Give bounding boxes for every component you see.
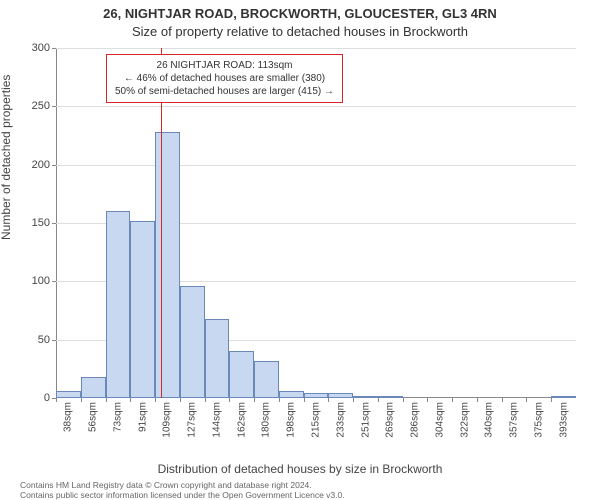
x-tick-mark [551, 398, 552, 402]
x-tick-label: 109sqm [162, 402, 173, 438]
plot-area: 05010015020025030038sqm56sqm73sqm91sqm10… [56, 48, 576, 398]
chart-container: 26, NIGHTJAR ROAD, BROCKWORTH, GLOUCESTE… [0, 0, 600, 500]
x-tick-label: 322sqm [459, 402, 470, 438]
title-subtitle: Size of property relative to detached ho… [0, 24, 600, 39]
bar [205, 319, 230, 398]
grid-line [56, 165, 576, 166]
grid-line [56, 48, 576, 49]
y-tick-label: 0 [44, 392, 50, 404]
bar [106, 211, 131, 398]
x-tick-label: 144sqm [211, 402, 222, 438]
bar [328, 393, 353, 398]
x-tick-mark [403, 398, 404, 402]
y-tick-label: 50 [38, 334, 50, 346]
x-tick-mark [502, 398, 503, 402]
y-tick-mark [52, 106, 56, 107]
footer-line1: Contains HM Land Registry data © Crown c… [20, 480, 580, 490]
annotation-line2: ← 46% of detached houses are smaller (38… [115, 72, 334, 85]
x-tick-mark [130, 398, 131, 402]
y-tick-mark [52, 48, 56, 49]
x-tick-label: 393sqm [558, 402, 569, 438]
x-tick-label: 38sqm [63, 402, 74, 432]
x-tick-label: 73sqm [112, 402, 123, 432]
x-axis-label: Distribution of detached houses by size … [0, 462, 600, 476]
annotation-line3: 50% of semi-detached houses are larger (… [115, 85, 334, 98]
title-address: 26, NIGHTJAR ROAD, BROCKWORTH, GLOUCESTE… [0, 6, 600, 21]
x-tick-mark [205, 398, 206, 402]
x-tick-label: 162sqm [236, 402, 247, 438]
x-tick-label: 127sqm [187, 402, 198, 438]
x-tick-label: 215sqm [311, 402, 322, 438]
x-tick-label: 269sqm [385, 402, 396, 438]
bar [378, 396, 403, 398]
y-tick-label: 150 [32, 217, 50, 229]
footer: Contains HM Land Registry data © Crown c… [20, 480, 580, 500]
bar [130, 221, 155, 398]
x-tick-mark [106, 398, 107, 402]
bar [81, 377, 106, 398]
y-tick-label: 250 [32, 100, 50, 112]
bar [180, 286, 205, 398]
x-tick-mark [180, 398, 181, 402]
x-tick-label: 340sqm [484, 402, 495, 438]
x-tick-label: 286sqm [410, 402, 421, 438]
x-tick-mark [353, 398, 354, 402]
x-tick-mark [427, 398, 428, 402]
x-tick-mark [477, 398, 478, 402]
bar [155, 132, 180, 398]
x-tick-mark [254, 398, 255, 402]
annotation-line1: 26 NIGHTJAR ROAD: 113sqm [115, 59, 334, 72]
bar [56, 391, 81, 398]
x-tick-label: 56sqm [88, 402, 99, 432]
grid-line [56, 106, 576, 107]
x-tick-label: 180sqm [261, 402, 272, 438]
x-tick-mark [304, 398, 305, 402]
x-tick-mark [279, 398, 280, 402]
bar [304, 393, 329, 398]
x-tick-mark [378, 398, 379, 402]
bar [551, 396, 576, 398]
x-tick-mark [328, 398, 329, 402]
x-tick-mark [81, 398, 82, 402]
x-tick-mark [526, 398, 527, 402]
bar [353, 396, 378, 398]
x-tick-label: 304sqm [434, 402, 445, 438]
x-tick-mark [452, 398, 453, 402]
x-tick-label: 251sqm [360, 402, 371, 438]
y-tick-mark [52, 281, 56, 282]
y-tick-mark [52, 340, 56, 341]
bar [229, 351, 254, 398]
x-tick-mark [229, 398, 230, 402]
y-tick-label: 200 [32, 159, 50, 171]
bar [279, 391, 304, 398]
y-tick-mark [52, 165, 56, 166]
annotation-box: 26 NIGHTJAR ROAD: 113sqm ← 46% of detach… [106, 54, 343, 103]
y-tick-mark [52, 223, 56, 224]
x-tick-label: 375sqm [533, 402, 544, 438]
x-tick-label: 198sqm [286, 402, 297, 438]
footer-line2: Contains public sector information licen… [20, 490, 580, 500]
y-tick-label: 100 [32, 275, 50, 287]
y-axis-label: Number of detached properties [0, 75, 13, 240]
x-tick-mark [155, 398, 156, 402]
bar [254, 361, 279, 398]
y-tick-label: 300 [32, 42, 50, 54]
x-tick-label: 357sqm [509, 402, 520, 438]
x-tick-label: 91sqm [137, 402, 148, 432]
x-tick-label: 233sqm [335, 402, 346, 438]
x-tick-mark [56, 398, 57, 402]
